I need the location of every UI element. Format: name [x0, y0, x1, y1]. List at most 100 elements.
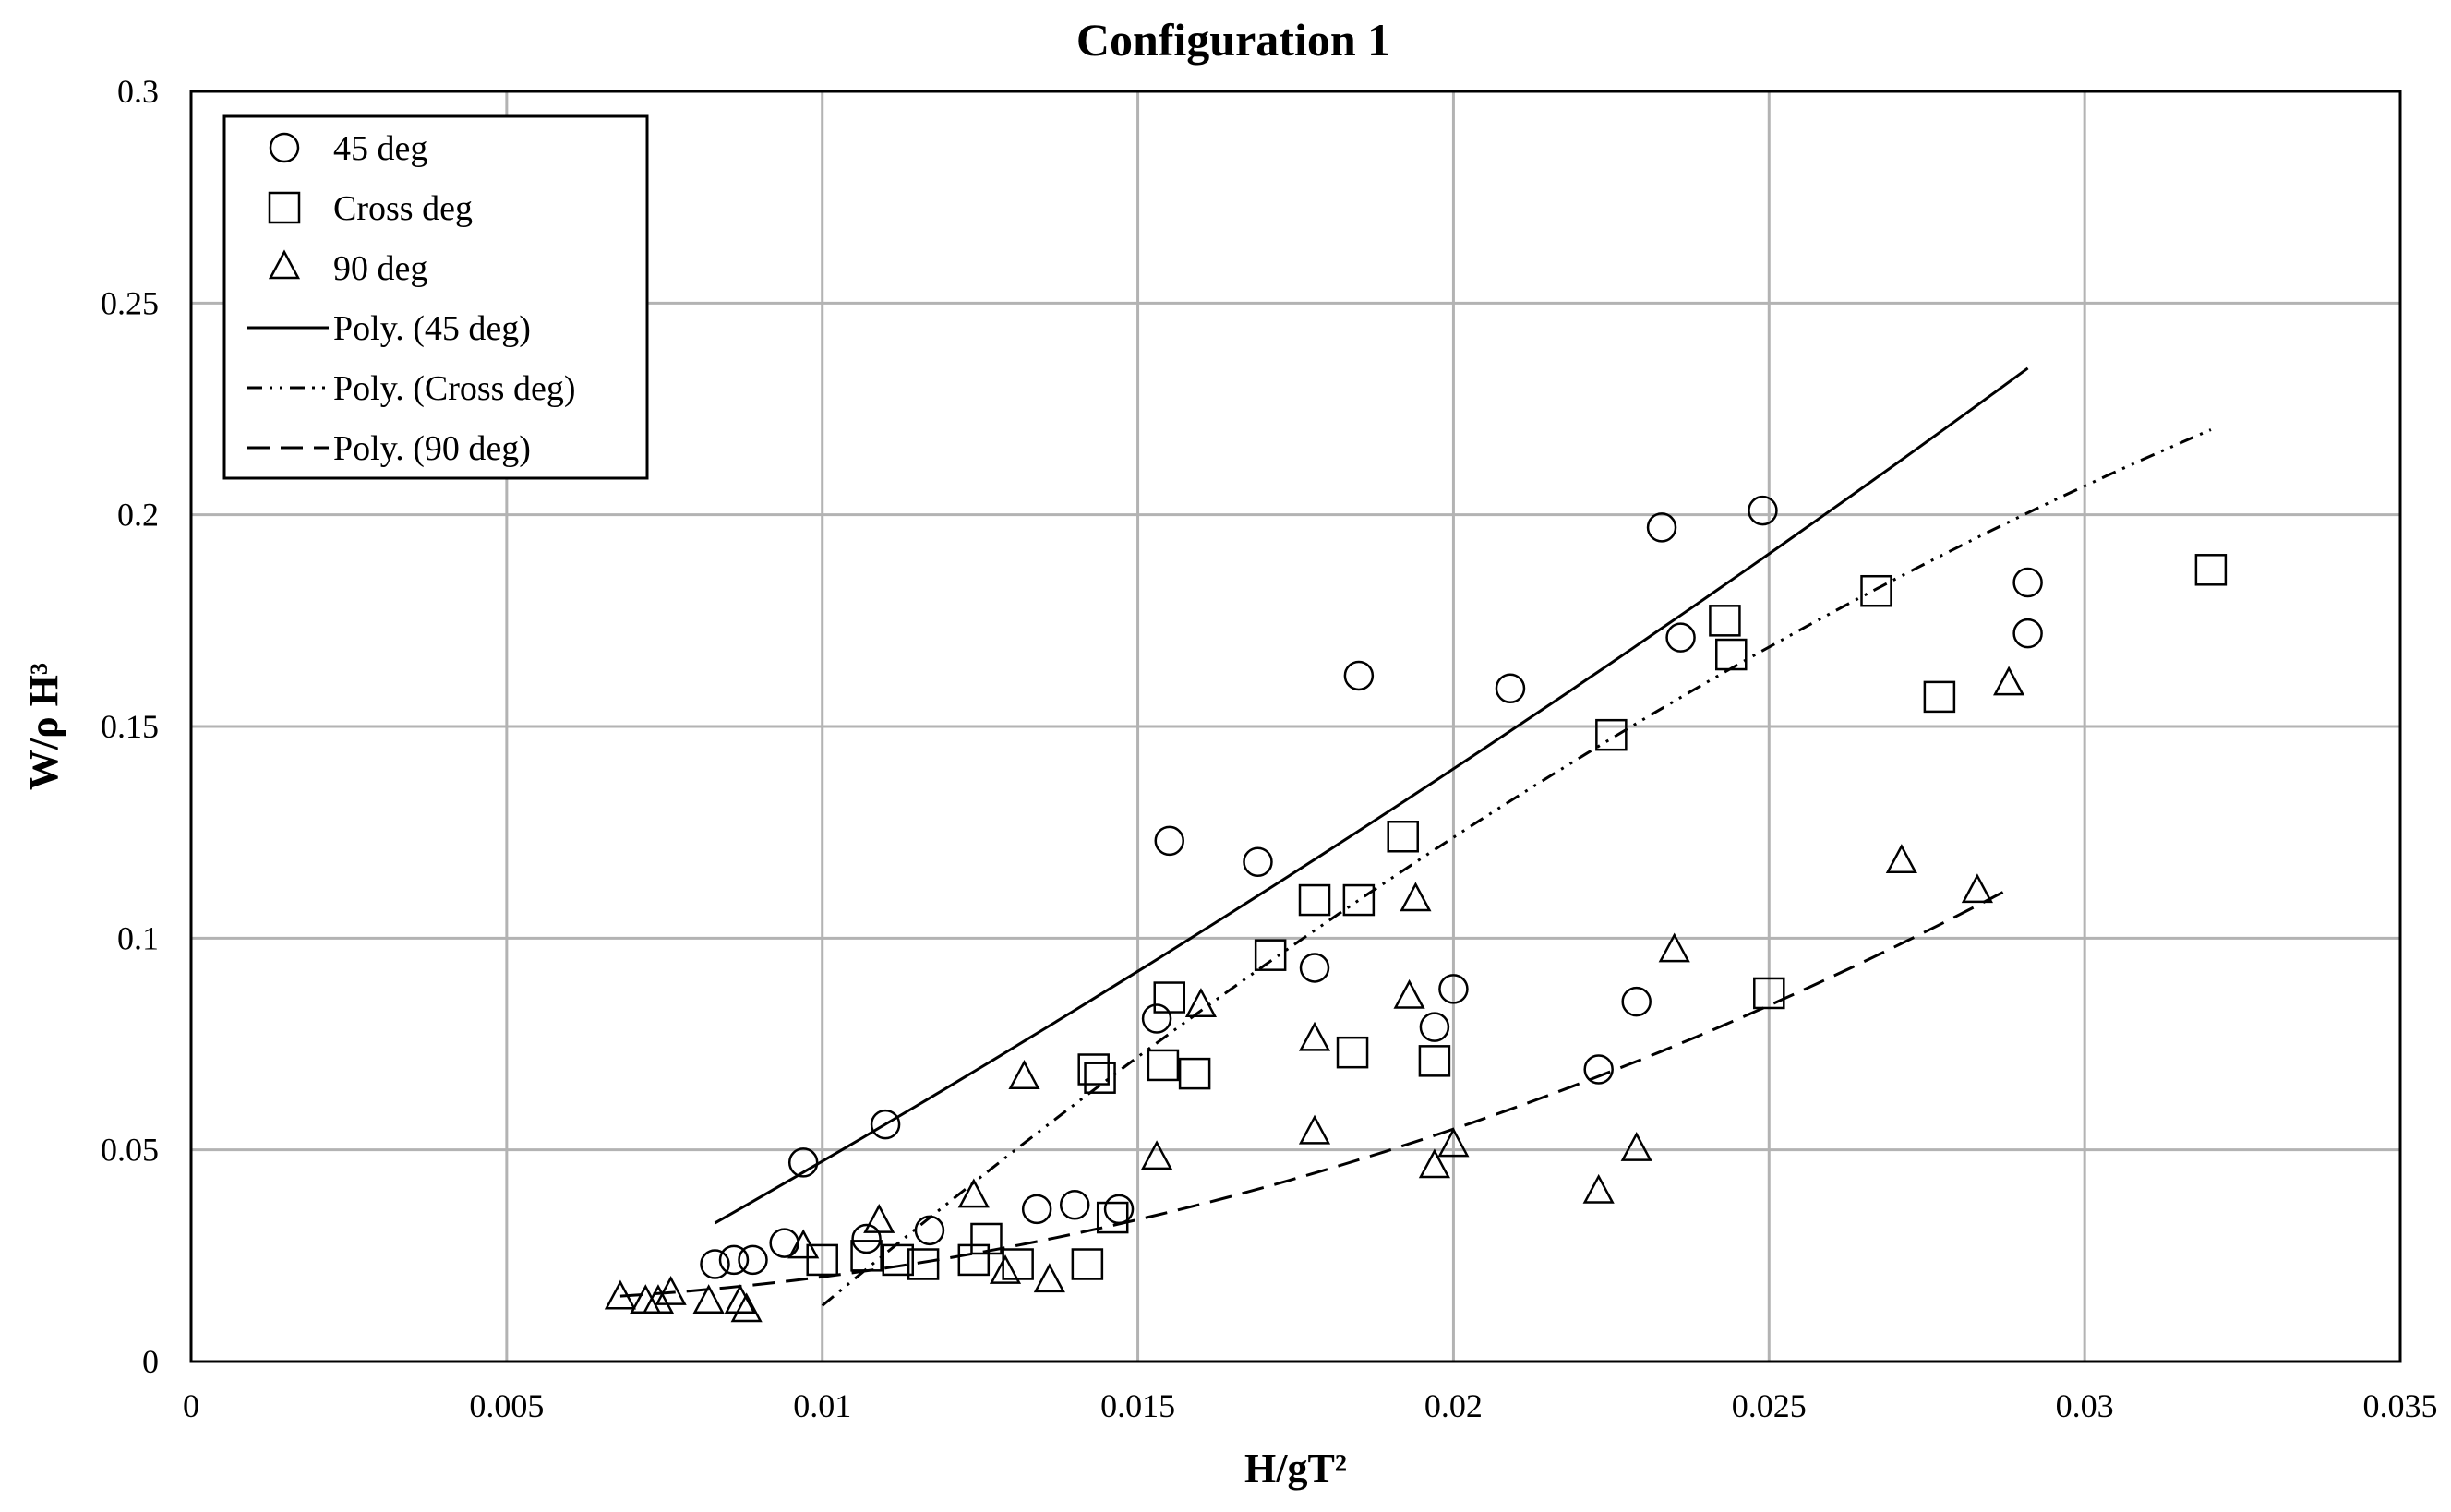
data-point-square [1254, 939, 1287, 971]
y-tick-label: 0 [142, 1343, 159, 1380]
data-point-triangle [604, 1279, 637, 1310]
data-point-square [1860, 574, 1892, 607]
data-point-triangle [692, 1284, 725, 1314]
data-point-triangle [1582, 1173, 1615, 1204]
legend-label: Poly. (Cross deg) [333, 369, 575, 408]
data-point-triangle [1298, 1114, 1331, 1145]
data-point-circle [1665, 622, 1696, 653]
data-point-circle [738, 1244, 768, 1276]
data-point-square [1147, 1049, 1180, 1082]
legend-label: 45 deg [333, 129, 427, 168]
data-point-circle [1621, 986, 1652, 1017]
x-tick-label: 0.03 [2056, 1387, 2114, 1424]
trendlines [619, 366, 2212, 1307]
x-tick-label: 0.02 [1424, 1387, 1483, 1424]
data-point-triangle [1400, 882, 1432, 912]
data-point-square [1387, 821, 1419, 853]
data-point-square [1153, 981, 1186, 1014]
legend-marker-triangle [268, 249, 301, 280]
data-point-triangle [1620, 1132, 1652, 1161]
chart-title: Configuration 1 [1076, 14, 1390, 66]
data-point-circle [914, 1215, 945, 1246]
data-points [604, 495, 2228, 1323]
x-tick-label: 0.01 [793, 1387, 851, 1424]
y-tick-label: 0.2 [117, 497, 159, 534]
data-point-triangle [1885, 844, 1917, 874]
y-tick-label: 0.05 [101, 1132, 159, 1169]
data-point-square [1002, 1248, 1034, 1280]
data-point-triangle [863, 1203, 895, 1233]
data-point-square [1336, 1036, 1369, 1069]
data-point-square [1077, 1053, 1110, 1086]
data-point-square [1715, 638, 1748, 671]
data-point-circle [2012, 618, 2043, 649]
x-axis-title: H/gT² [1244, 1446, 1347, 1491]
legend-label: Cross deg [333, 189, 473, 228]
data-point-square [1084, 1062, 1116, 1094]
legend-box [222, 114, 649, 480]
data-point-square [806, 1243, 838, 1277]
data-point-circle [1299, 953, 1330, 983]
data-point-circle [1583, 1054, 1614, 1085]
data-point-square [1923, 680, 1956, 714]
legend-marker-square [268, 191, 301, 224]
data-point-circle [1103, 1194, 1135, 1225]
data-point-square [1418, 1045, 1451, 1077]
data-point-square [1071, 1248, 1104, 1280]
data-point-triangle [1437, 1127, 1470, 1158]
y-tick-label: 0.3 [117, 73, 159, 110]
y-tick-label: 0.15 [101, 708, 159, 745]
data-point-circle [1154, 825, 1185, 857]
data-point-triangle [1033, 1263, 1065, 1293]
data-point-triangle [724, 1284, 756, 1314]
data-point-triangle [1140, 1140, 1173, 1170]
x-tick-label: 0.015 [1100, 1387, 1175, 1424]
data-point-triangle [1993, 666, 2025, 696]
y-tick-labels: 0 0.05 0.1 0.15 0.2 0.25 0.3 [101, 73, 159, 1380]
data-point-triangle [1961, 873, 1993, 904]
data-point-circle [1141, 1003, 1172, 1034]
y-tick-label: 0.25 [101, 284, 159, 321]
legend-label: Poly. (90 deg) [333, 429, 531, 468]
data-point-circle [1646, 512, 1677, 543]
data-point-circle [1495, 673, 1526, 703]
x-tick-label: 0.035 [2363, 1387, 2438, 1424]
data-point-circle [700, 1249, 730, 1279]
data-point-circle [1438, 974, 1469, 1004]
legend-marker-circle [269, 132, 300, 163]
data-point-square [850, 1240, 883, 1272]
y-tick-label: 0.1 [117, 919, 159, 956]
data-point-circle [1748, 495, 1778, 526]
trendline-3 [619, 887, 2010, 1298]
data-point-triangle [1184, 988, 1218, 1017]
data-point-square [882, 1243, 915, 1277]
data-point-triangle [1418, 1148, 1451, 1179]
data-point-circle [1243, 846, 1273, 878]
data-point-triangle [655, 1275, 687, 1305]
x-tick-label: 0 [183, 1387, 199, 1424]
data-point-square [1342, 883, 1376, 917]
data-point-triangle [787, 1229, 820, 1259]
data-point-triangle [989, 1254, 1022, 1284]
x-tick-labels: 0 0.005 0.01 0.015 0.02 0.025 0.03 0.035 [183, 1387, 2438, 1424]
data-point-circle [787, 1147, 819, 1178]
data-point-square [1096, 1201, 1129, 1234]
data-point-triangle [1298, 1021, 1331, 1051]
data-point-circle [769, 1228, 799, 1258]
y-axis-title: W/ρ H³ [21, 663, 66, 790]
data-point-circle [1059, 1190, 1090, 1220]
legend-label: Poly. (45 deg) [333, 309, 531, 348]
data-point-triangle [642, 1284, 675, 1314]
x-tick-label: 0.005 [469, 1387, 544, 1424]
data-point-triangle [957, 1178, 990, 1208]
data-point-triangle [1658, 932, 1690, 963]
data-point-square [1753, 977, 1785, 1010]
plot-area-frame [189, 90, 2402, 1363]
data-point-square [907, 1248, 940, 1280]
data-point-circle [1343, 660, 1375, 691]
legend: 45 deg Cross deg 90 deg Poly. (45 deg) Poly.… [222, 114, 649, 480]
data-point-square [1709, 605, 1741, 637]
data-point-square [1178, 1057, 1211, 1090]
